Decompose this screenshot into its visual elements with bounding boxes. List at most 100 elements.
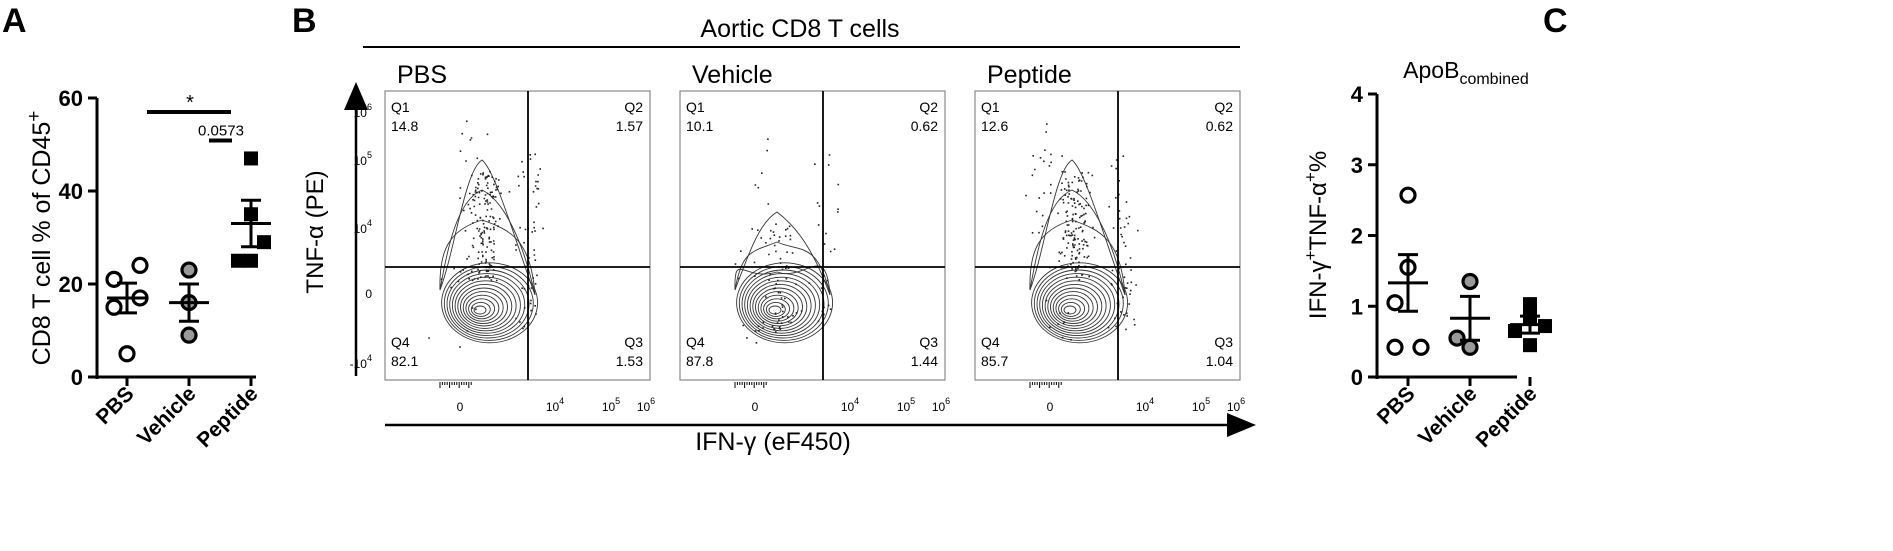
x-tick-label: 0 [1047,400,1054,414]
contour [457,283,513,329]
quadrant-name: Q4 [391,334,410,350]
contour [734,241,831,296]
x-tick-label: 104 [546,396,564,414]
contour [451,276,521,334]
quadrant-value: 1.53 [616,353,643,369]
x-tick-label: 105 [602,396,620,414]
panel-letter-c: C [1543,2,1568,40]
data-point [244,151,258,166]
x-tick-label: 106 [637,396,655,414]
data-point [1523,297,1537,312]
y-tick-label: 0 [1351,365,1363,390]
data-point [118,345,136,363]
quadrant-value: 12.6 [981,118,1008,134]
flow-plot-frame [974,90,1241,381]
significance-label: * [186,92,194,114]
flow-plot-title: PBS [397,61,447,89]
contour [736,262,834,344]
minor-ticks [439,382,472,388]
data-point [1508,324,1522,339]
quadrant-name: Q3 [919,334,938,350]
contour [1044,280,1107,332]
flow-plot-frame [679,90,946,381]
data-point [1386,338,1404,356]
y-tick-label: 104 [354,218,372,236]
x-axis-arrowhead [1227,413,1256,437]
y-tick-label: 60 [59,86,83,111]
y-axis-label: TNF-α (PE) [302,170,329,293]
contour [470,301,491,317]
contour [473,305,487,315]
contour [1047,283,1103,329]
contour [462,291,504,325]
contour [763,298,791,320]
contour [760,294,795,322]
quadrant-name: Q4 [686,334,705,350]
x-tick-label: PBS [92,382,139,429]
quadrant-name: Q4 [981,334,1000,350]
data-point [1412,338,1430,356]
y-tick-label: 105 [354,150,372,168]
x-tick-label: 106 [932,396,950,414]
quadrant-name: Q1 [686,99,705,115]
contour [746,276,816,334]
flow-plot-frame [384,90,651,381]
x-tick-label: 0 [457,400,464,414]
quadrant-name: Q2 [919,99,938,115]
contour [449,273,526,337]
data-point [1523,338,1537,353]
y-tick-label: 3 [1351,153,1363,178]
quadrant-value: 10.1 [686,118,713,134]
data-point [1461,338,1479,356]
data-point [1386,294,1404,312]
y-tick-label: 0 [365,287,372,301]
quadrant-value: 1.04 [1206,353,1233,369]
y-tick-label: 40 [59,179,83,204]
quadrant-value: 14.8 [391,118,418,134]
x-tick-label: Peptide [193,382,263,452]
flow-plot-peptide: Peptide Q1 12.6 Q2 0.62 Q4 85.7 Q3 1.04 0 104 105 10… [974,61,1245,414]
chart-b: Aortic CD8 T cells TNF-α (PE) IFN-γ (eF450… [302,15,1256,456]
contour [460,287,508,327]
contour [1058,298,1086,320]
contour [1063,305,1077,315]
y-axis-arrowhead [344,82,368,110]
flow-plot-title: Vehicle [692,61,773,89]
contour [765,301,786,317]
quadrant-value: 85.7 [981,353,1008,369]
chart-title: Aortic CD8 T cells [700,15,899,43]
data-point [105,298,123,316]
quadrant-value: 87.8 [686,353,713,369]
data-point [244,253,258,268]
quadrant-value: 1.44 [911,353,938,369]
contour [454,280,517,332]
y-tick-label: 1 [1351,294,1363,319]
data-point [180,261,198,279]
data-point [131,256,149,274]
y-tick-label: 0 [71,365,83,390]
y-tick-label: -104 [350,353,372,371]
quadrant-value: 82.1 [391,353,418,369]
y-tick-label: 106 [354,102,372,120]
contour [749,280,812,332]
contour [439,189,536,296]
x-tick-label: 106 [1227,396,1245,414]
quadrant-name: Q3 [1214,334,1233,350]
contour [446,269,530,339]
flow-plot-pbs: PBS Q1 14.8 Q2 1.57 Q4 82.1 Q3 1.53 0 104 105 106 [384,61,655,414]
minor-ticks [734,382,767,388]
x-tick-label: 105 [1192,396,1210,414]
panel-letter-b: B [292,2,317,40]
data-point [231,253,245,268]
y-tick-label: 4 [1351,82,1364,107]
contour [441,262,539,344]
contour [755,287,803,327]
y-tick-label: 2 [1351,224,1363,249]
contour [1029,189,1126,296]
y-axis-label: IFN-γ+TNF-α+% [1301,151,1332,319]
data-point [1461,272,1479,291]
flow-plot-vehicle: Vehicle Q1 10.1 Q2 0.62 Q4 87.8 Q3 1.44 0 104 105 10… [679,61,950,414]
